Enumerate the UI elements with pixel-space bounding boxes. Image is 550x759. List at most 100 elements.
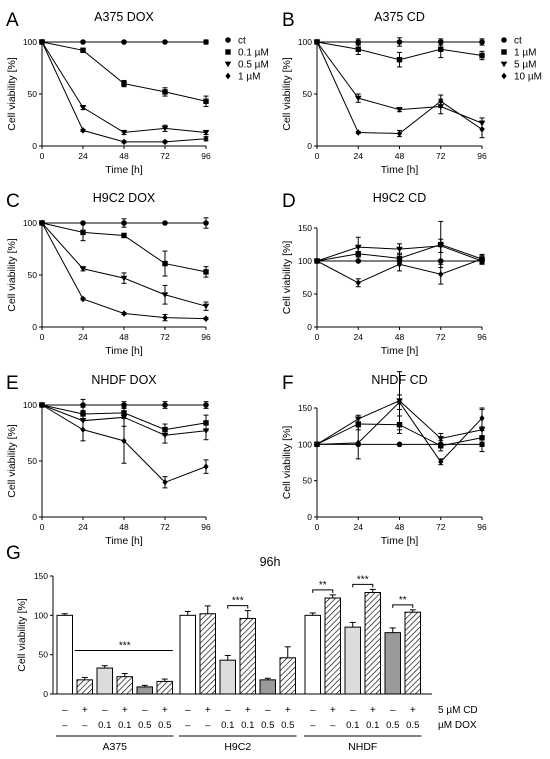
significance-label: ** — [399, 595, 407, 606]
bar — [404, 611, 421, 695]
cd-row-value: – — [185, 705, 191, 716]
data-point — [355, 46, 361, 52]
legend-label: 0.1 µM — [238, 48, 269, 59]
data-point — [355, 439, 361, 447]
legend-label: 1 µM — [238, 72, 260, 83]
cd-row-value: – — [310, 705, 316, 716]
y-axis-label: Cell viability [%] — [6, 238, 18, 312]
legend-label: 1 µM — [514, 48, 536, 59]
dox-row-value: – — [185, 720, 191, 731]
data-point — [79, 266, 87, 272]
dox-row-value: 0.5 — [158, 720, 171, 731]
x-tick-label: 48 — [395, 151, 405, 161]
data-point — [354, 416, 362, 423]
legend-marker — [225, 49, 231, 55]
panel-letter: D — [282, 191, 296, 212]
x-tick-label: 24 — [78, 522, 88, 532]
significance-label: *** — [232, 596, 244, 607]
data-point — [355, 421, 361, 427]
data-point — [162, 220, 168, 226]
y-tick-label: 150 — [298, 223, 312, 233]
y-tick-label: 100 — [23, 218, 37, 228]
chart-title: H9C2 CD — [373, 191, 427, 205]
cd-row-label: 5 µM CD — [438, 705, 478, 716]
bar — [364, 592, 381, 695]
significance-bracket — [312, 589, 334, 593]
data-point — [202, 303, 210, 310]
data-point — [121, 310, 127, 317]
data-point — [203, 39, 209, 45]
data-point — [203, 220, 209, 226]
data-point — [162, 402, 168, 408]
data-point — [121, 220, 127, 226]
y-tick-label: 0 — [307, 512, 312, 522]
dox-row-value: 0.5 — [261, 720, 274, 731]
y-tick-label: 50 — [28, 270, 38, 280]
significance-label: ** — [319, 580, 327, 591]
x-tick-label: 48 — [395, 332, 405, 342]
bar — [179, 614, 196, 695]
cd-row-value: + — [370, 705, 376, 716]
data-point — [203, 463, 209, 470]
data-point — [396, 39, 403, 45]
data-point — [438, 270, 444, 278]
data-point — [438, 46, 444, 52]
y-axis-label: Cell viability [%] — [6, 424, 18, 498]
data-point — [354, 244, 362, 251]
x-axis-label: Time [h] — [381, 164, 419, 176]
dox-row-value: 0.5 — [281, 720, 294, 731]
y-axis-label: Cell viability [%] — [16, 598, 28, 672]
y-tick-label: 0 — [307, 141, 312, 151]
y-tick-label: 50 — [303, 476, 313, 486]
data-point — [79, 105, 87, 111]
data-point — [437, 436, 445, 442]
dox-row-value: – — [310, 720, 316, 731]
data-point — [39, 219, 45, 227]
y-tick-label: 100 — [298, 439, 312, 449]
dox-row-value: 0.1 — [346, 720, 359, 731]
bar — [136, 686, 153, 695]
dox-row-value: 0.5 — [138, 720, 151, 731]
dox-row-value: 0.1 — [221, 720, 234, 731]
data-point — [120, 130, 128, 136]
cd-row-value: – — [390, 705, 396, 716]
cd-row-value: + — [330, 705, 336, 716]
data-point — [438, 97, 444, 105]
y-tick-label: 0 — [32, 141, 37, 151]
data-point — [80, 295, 86, 303]
data-point — [437, 243, 445, 250]
x-tick-label: 72 — [436, 332, 446, 342]
y-tick-label: 100 — [23, 37, 37, 47]
data-point — [355, 39, 362, 45]
significance-bracket — [352, 583, 374, 588]
y-tick-label: 100 — [298, 37, 312, 47]
legend-marker — [224, 61, 232, 68]
data-point — [396, 130, 403, 137]
x-tick-label: 72 — [160, 151, 170, 161]
data-point — [355, 129, 361, 136]
data-point — [162, 89, 168, 95]
x-tick-label: 24 — [354, 332, 364, 342]
dox-row-value: 0.5 — [386, 720, 399, 731]
group-label: NHDF — [348, 741, 377, 753]
x-tick-label: 96 — [201, 522, 211, 532]
significance-bracket — [227, 605, 249, 609]
dox-row-value: 0.1 — [366, 720, 379, 731]
x-axis-label: Time [h] — [105, 345, 143, 357]
dox-row-value: 0.1 — [98, 720, 111, 731]
cd-row-value: – — [62, 705, 68, 716]
y-tick-label: 0 — [43, 689, 48, 699]
x-axis-label: Time [h] — [381, 535, 419, 547]
x-tick-label: 72 — [436, 151, 446, 161]
data-point — [202, 130, 210, 136]
data-point — [161, 432, 169, 439]
cd-row-value: + — [162, 705, 168, 716]
x-tick-label: 48 — [119, 332, 129, 342]
cd-row-value: + — [410, 705, 416, 716]
data-point — [162, 138, 168, 146]
chart-layer: A A375 DOX 0 24 48 72 96 0 50 100 Time [h] Cell via… — [6, 10, 542, 753]
bar — [239, 617, 256, 695]
chart-title: 96h — [260, 555, 281, 569]
panel-letter: F — [282, 373, 294, 394]
data-point — [396, 246, 403, 253]
